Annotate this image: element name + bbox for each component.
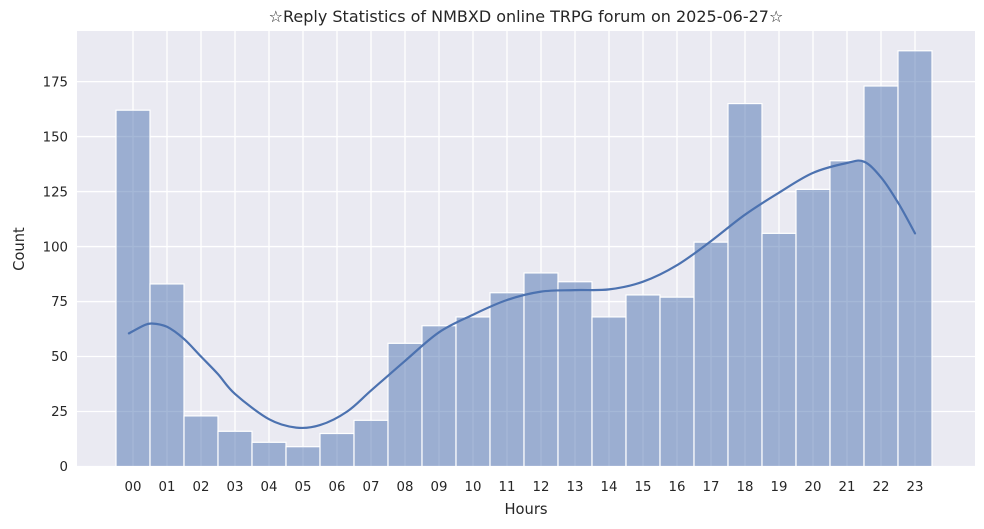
bar-hour-10 [455,316,491,468]
x-tick-label: 22 [873,480,890,495]
x-tick-label: 17 [703,480,720,495]
x-tick-label: 14 [601,480,618,495]
y-tick-label: 75 [51,295,68,310]
bar-hour-04 [251,441,287,468]
x-tick-labels: 00 01 02 03 04 05 06 07 08 09 10 11 12 13 14 15 16 17 18 19… [125,480,924,495]
y-tick-labels: 0 25 50 75 100 125 150 175 [43,75,68,475]
x-tick-label: 15 [635,480,652,495]
x-tick-label: 06 [329,480,346,495]
bar-hour-17 [693,241,729,468]
bar-hour-07 [353,419,389,468]
y-axis-label: Count [11,227,28,271]
x-tick-label: 05 [295,480,312,495]
bar-hour-02 [183,415,219,468]
bar-hour-18 [727,102,763,468]
bar-hour-23 [897,50,933,468]
x-tick-label: 12 [533,480,550,495]
x-tick-label: 16 [669,480,686,495]
x-tick-label: 18 [737,480,754,495]
x-tick-label: 09 [431,480,448,495]
x-tick-label: 21 [839,480,856,495]
y-tick-label: 0 [60,460,68,475]
bar-hour-21 [829,160,865,468]
bar-hour-00 [115,109,151,468]
bar-hour-11 [489,292,525,468]
y-tick-label: 175 [43,75,68,90]
x-tick-label: 23 [907,480,924,495]
x-tick-label: 20 [805,480,822,495]
bar-hour-22 [863,85,899,468]
y-tick-label: 50 [51,350,68,365]
x-tick-label: 01 [159,480,176,495]
y-tick-label: 125 [43,185,68,200]
y-tick-label: 100 [43,240,68,255]
x-tick-label: 00 [125,480,142,495]
x-tick-label: 13 [567,480,584,495]
bar-hour-09 [421,325,457,468]
x-tick-label: 07 [363,480,380,495]
bar-hour-06 [319,432,355,468]
bar-hour-20 [795,188,831,468]
bar-hour-05 [285,446,321,468]
chart-title: ☆Reply Statistics of NMBXD online TRPG f… [269,7,784,26]
kde-curve [127,159,917,430]
x-tick-label: 04 [261,480,278,495]
bar-hour-14 [591,316,627,468]
bar-hour-12 [523,272,559,468]
y-tick-label: 25 [51,405,68,420]
histogram-bars [115,50,933,468]
bar-hour-13 [557,281,593,468]
y-tick-label: 150 [43,130,68,145]
bar-hour-15 [625,294,661,468]
x-tick-label: 19 [771,480,788,495]
x-tick-label: 10 [465,480,482,495]
x-tick-label: 08 [397,480,414,495]
bar-hour-08 [387,342,423,468]
x-tick-label: 02 [193,480,210,495]
bar-hour-03 [217,430,253,468]
x-axis-label: Hours [504,501,547,518]
bar-hour-01 [149,283,185,468]
x-tick-label: 11 [499,480,516,495]
x-tick-label: 03 [227,480,244,495]
bar-hour-16 [659,296,695,468]
bar-hour-19 [761,232,797,468]
